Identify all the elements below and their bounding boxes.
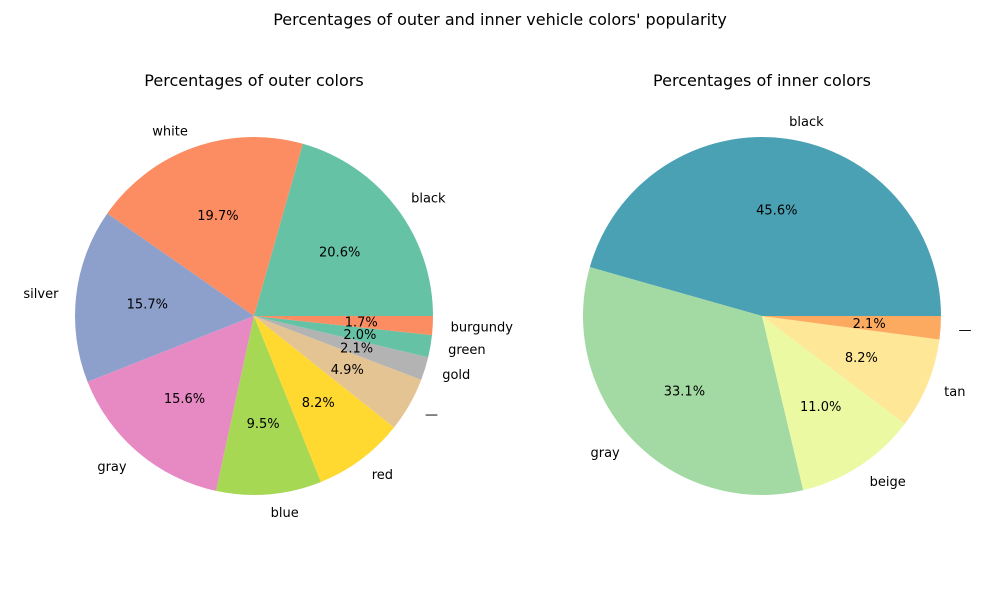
pie-category-label: silver — [23, 287, 59, 302]
pie-chart-2: Percentages of inner colors 45.6% black 33.… — [583, 71, 971, 495]
pie-category-label: green — [448, 343, 486, 358]
pie-category-label: black — [411, 191, 446, 206]
pie-category-label: gold — [442, 368, 470, 383]
pie-percent-label: 19.7% — [197, 209, 238, 224]
pie-chart-1: Percentages of outer colors 20.6% black 19.… — [23, 71, 513, 521]
pie-percent-label: 2.0% — [343, 328, 376, 343]
pie-category-label: beige — [870, 475, 906, 490]
pie-slice-black — [589, 137, 941, 316]
pie-title: Percentages of inner colors — [653, 71, 871, 90]
pie-percent-label: 15.6% — [164, 392, 205, 407]
pie-category-label: — — [425, 408, 438, 423]
pie-percent-label: 4.9% — [331, 363, 364, 378]
pie-title: Percentages of outer colors — [144, 71, 363, 90]
pie-slice-gray — [583, 267, 804, 495]
pie-slice-gray — [87, 316, 254, 491]
pie-slice-beige — [762, 316, 905, 491]
pie-slice-silver — [75, 213, 254, 382]
pie-category-label: burgundy — [451, 321, 514, 336]
pie-percent-label: 20.6% — [319, 245, 360, 260]
pie-slice-— — [254, 316, 422, 428]
pie-category-label: white — [152, 125, 188, 140]
figure-title: Percentages of outer and inner vehicle c… — [273, 10, 727, 29]
pie-percent-label: 9.5% — [247, 417, 280, 432]
pie-slice-blue — [216, 316, 321, 495]
pie-slice-green — [254, 316, 432, 358]
pie-slice-— — [762, 316, 941, 340]
pie-percent-label: 45.6% — [756, 204, 797, 219]
pie-slice-white — [107, 137, 303, 316]
pie-percent-label: 33.1% — [664, 384, 705, 399]
pie-percent-label: 8.2% — [302, 396, 335, 411]
pie-percent-label: 15.7% — [127, 298, 168, 313]
pie-percent-label: 1.7% — [345, 316, 378, 331]
pie-percent-label: 11.0% — [800, 400, 841, 415]
pie-slice-burgundy — [254, 316, 433, 336]
pie-percent-label: 2.1% — [340, 342, 373, 357]
pie-slice-black — [254, 143, 433, 316]
pie-category-label: black — [789, 115, 824, 130]
pie-category-label: tan — [944, 385, 965, 400]
pie-slice-red — [254, 316, 395, 483]
pie-category-label: red — [372, 468, 393, 483]
pie-category-label: gray — [590, 446, 620, 461]
pie-category-label: blue — [271, 506, 299, 521]
pie-category-label: gray — [97, 460, 127, 475]
pie-percent-label: 8.2% — [845, 351, 878, 366]
pie-slice-gold — [254, 316, 429, 380]
pie-percent-label: 2.1% — [853, 317, 886, 332]
pie-category-label: — — [958, 323, 971, 338]
pie-slice-tan — [762, 316, 940, 424]
